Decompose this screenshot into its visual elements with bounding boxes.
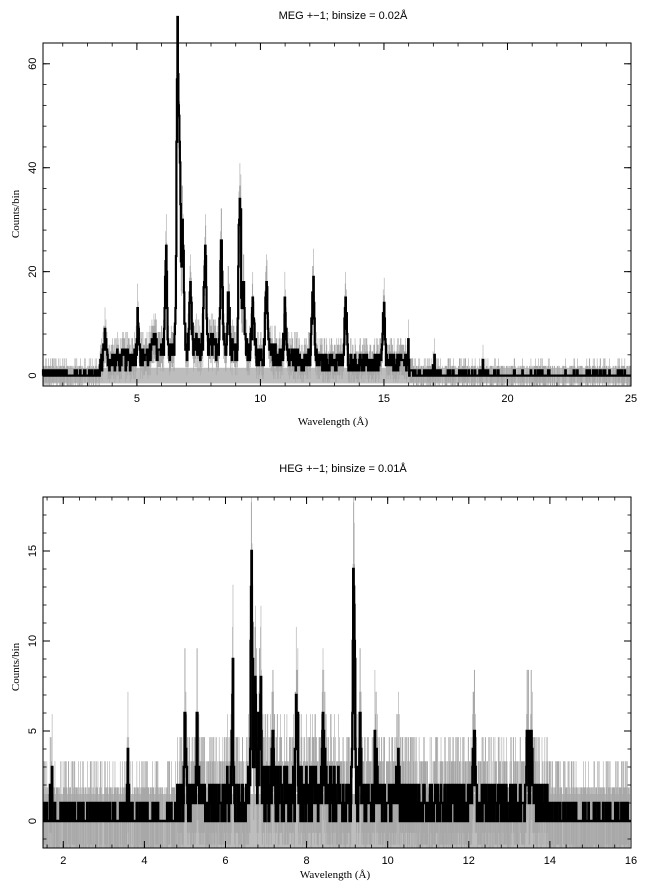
x-tick-label: 10 <box>382 855 394 867</box>
heg-title: HEG +−1; binsize = 0.01Å <box>279 462 407 475</box>
y-tick-label: 60 <box>27 58 39 70</box>
y-tick-label: 0 <box>27 373 39 379</box>
meg-histogram-series <box>41 15 631 377</box>
error-bar-lines <box>42 43 632 386</box>
meg-x-axis: 5 10 15 20 25 <box>62 43 637 405</box>
meg-panel: MEG +−1; binsize = 0.02Å 5 10 15 20 25 0 20 40… <box>10 9 637 428</box>
y-tick-label: 5 <box>27 728 39 734</box>
heg-y-axis: 0 5 10 15 <box>27 496 631 840</box>
x-tick-label: 5 <box>134 393 140 405</box>
y-tick-label: 20 <box>27 266 39 278</box>
y-tick-label: 40 <box>27 162 39 174</box>
x-tick-label: 10 <box>254 393 266 405</box>
heg-x-axis: 2 4 6 8 10 12 14 16 <box>46 497 637 867</box>
heg-x-axis-label: Wavelength (Å) <box>300 869 371 881</box>
x-tick-label: 25 <box>625 393 637 405</box>
x-tick-label: 6 <box>222 855 228 867</box>
heg-histogram-series <box>42 549 631 823</box>
x-tick-label: 20 <box>501 393 513 405</box>
heg-y-axis-label: Counts/bin <box>10 642 22 691</box>
meg-plot-frame <box>42 42 632 387</box>
y-tick-label: 0 <box>27 818 39 824</box>
y-tick-label: 15 <box>27 545 39 557</box>
x-tick-label: 4 <box>141 855 147 867</box>
meg-x-axis-label: Wavelength (Å) <box>298 416 369 428</box>
x-tick-label: 15 <box>378 393 390 405</box>
meg-error-bars <box>42 43 632 386</box>
y-tick-label: 10 <box>27 635 39 647</box>
meg-y-axis-label: Counts/bin <box>10 189 22 238</box>
x-tick-label: 8 <box>304 855 310 867</box>
x-tick-label: 2 <box>60 855 66 867</box>
x-tick-label: 14 <box>544 855 556 867</box>
heg-plot-frame <box>42 496 632 849</box>
x-tick-label: 16 <box>625 855 637 867</box>
meg-y-axis: 0 20 40 60 <box>27 42 631 379</box>
meg-title: MEG +−1; binsize = 0.02Å <box>279 9 408 22</box>
x-tick-label: 12 <box>463 855 475 867</box>
heg-panel: HEG +−1; binsize = 0.01Å 2 4 6 8 10 12 14 16 0 5… <box>10 462 637 881</box>
